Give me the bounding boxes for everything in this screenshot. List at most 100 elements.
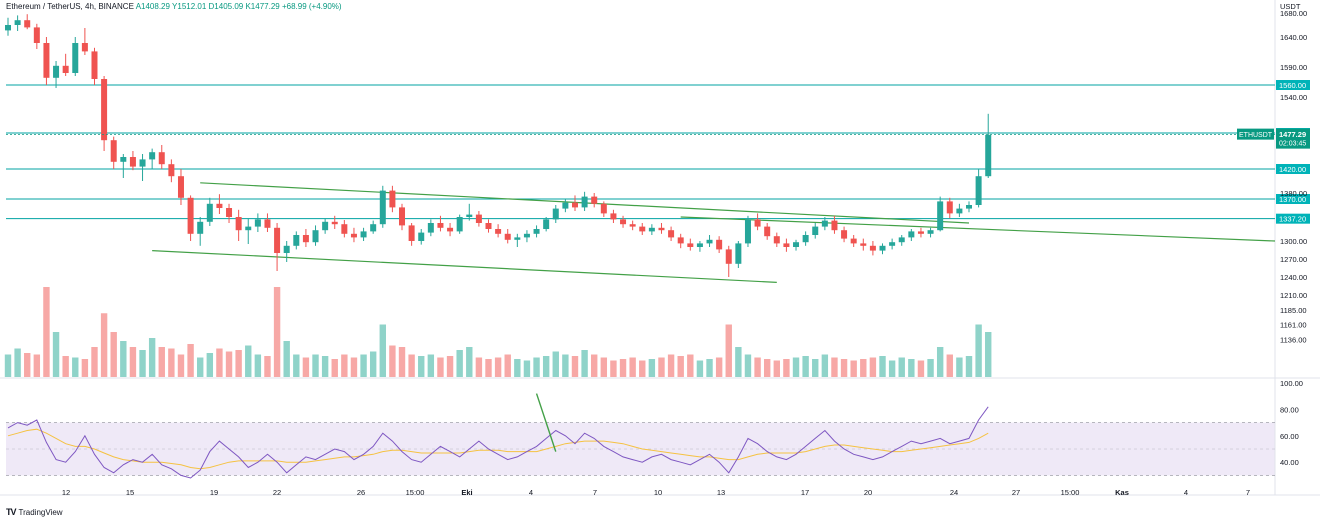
volume-bar [264,356,271,377]
rsi-divergence-line [535,393,557,452]
candle-body [81,43,88,52]
price-tick-label: 1210.00 [1280,291,1307,300]
volume-bar [206,353,214,377]
candle-body [43,43,50,78]
candle-body [821,220,828,227]
volume-bar [24,353,31,377]
candle-body [571,202,578,208]
time-tick-label: 20 [864,488,872,497]
symbol-badge [1237,128,1274,140]
level-label: 1337.20 [1279,215,1306,224]
countdown-label: 02:03:45 [1279,141,1306,148]
candle-body [504,233,511,240]
volume-bar [168,348,175,377]
candle-body [917,231,924,234]
candle-body [350,233,357,238]
candle-body [927,230,934,234]
candle-body [216,203,223,208]
candle-body [379,190,386,225]
volume-bar [254,354,262,377]
volume-bar [408,354,415,377]
candle-body [610,213,617,220]
candle-body [427,223,434,233]
time-tick-label: 12 [62,488,70,497]
candle-body [716,239,723,250]
candle-body [177,176,184,198]
candle-body [370,224,377,232]
volume-bar [917,360,925,377]
level-label: 1560.00 [1279,81,1306,90]
candle-body [447,227,454,232]
volume-bar [533,357,540,377]
candle-body [668,230,675,238]
volume-bar [379,324,386,377]
tradingview-brand[interactable]: TV TradingView [6,507,63,517]
level-badge [1276,164,1310,174]
volume-bar [91,347,98,377]
candle-body [158,152,165,165]
candle-body [264,219,271,228]
last-price-badge [1276,128,1310,149]
volume-bar [418,356,425,377]
candle-body [533,229,540,234]
legend-close: K1477.29 [245,2,280,11]
volume-bar [667,354,675,377]
candle-body [149,152,156,160]
candle-body [764,226,771,237]
volume-bar [216,348,223,377]
volume-bar [369,351,377,377]
candle-body [91,51,98,79]
volume-bar [639,360,646,377]
volume-bar [43,287,50,377]
quote-unit-label: USDT [1280,2,1301,11]
symbol-badge-label: ETHUSDT [1239,132,1273,139]
candle-body [456,217,463,232]
candle-body [254,219,261,227]
volume-bar [619,359,627,377]
level-label: 1370.00 [1279,195,1306,204]
volume-bar [523,360,531,377]
volume-bar [610,360,617,377]
volume-bar [100,313,108,377]
candle-body [399,207,406,226]
candle-body [283,245,290,253]
volume-bar [456,350,463,377]
volume-bar [398,347,406,377]
legend-high: Y1512.01 [172,2,207,11]
tradingview-logo-icon: TV [6,507,16,517]
volume-bar [706,359,713,377]
volume-bar [821,354,829,377]
level-badge [1276,213,1310,224]
volume-bar [504,354,511,377]
candle-body [744,219,751,244]
time-tick-label: 17 [801,488,809,497]
candle-body [841,230,848,239]
volume-bar [52,332,60,377]
volume-bar [860,359,867,377]
candle-body [168,164,175,177]
legend-symbol[interactable]: Ethereum / TetherUS, 4h, BINANCE [6,2,134,11]
time-tick-label: 19 [210,488,218,497]
volume-bar [879,356,886,377]
volume-bar [33,354,41,377]
volume-bar [802,356,809,377]
volume-bar [552,351,559,377]
volume-bar [389,345,396,377]
price-tick-label: 1540.00 [1280,93,1307,102]
volume-bar [427,354,435,377]
legend-open: A1408.29 [135,2,170,11]
time-tick-label: 15:00 [1061,488,1080,497]
volume-bar [485,359,492,377]
candle-body [197,221,204,234]
volume-bar [956,357,963,377]
volume-bar [985,332,992,377]
volume-bar [869,357,877,377]
candle-body [245,226,252,231]
volume-bar [965,356,973,377]
candle-body [293,235,300,246]
candle-body [514,237,521,240]
candle-body [975,176,982,205]
volume-bar [542,356,550,377]
candle-body [331,221,338,225]
